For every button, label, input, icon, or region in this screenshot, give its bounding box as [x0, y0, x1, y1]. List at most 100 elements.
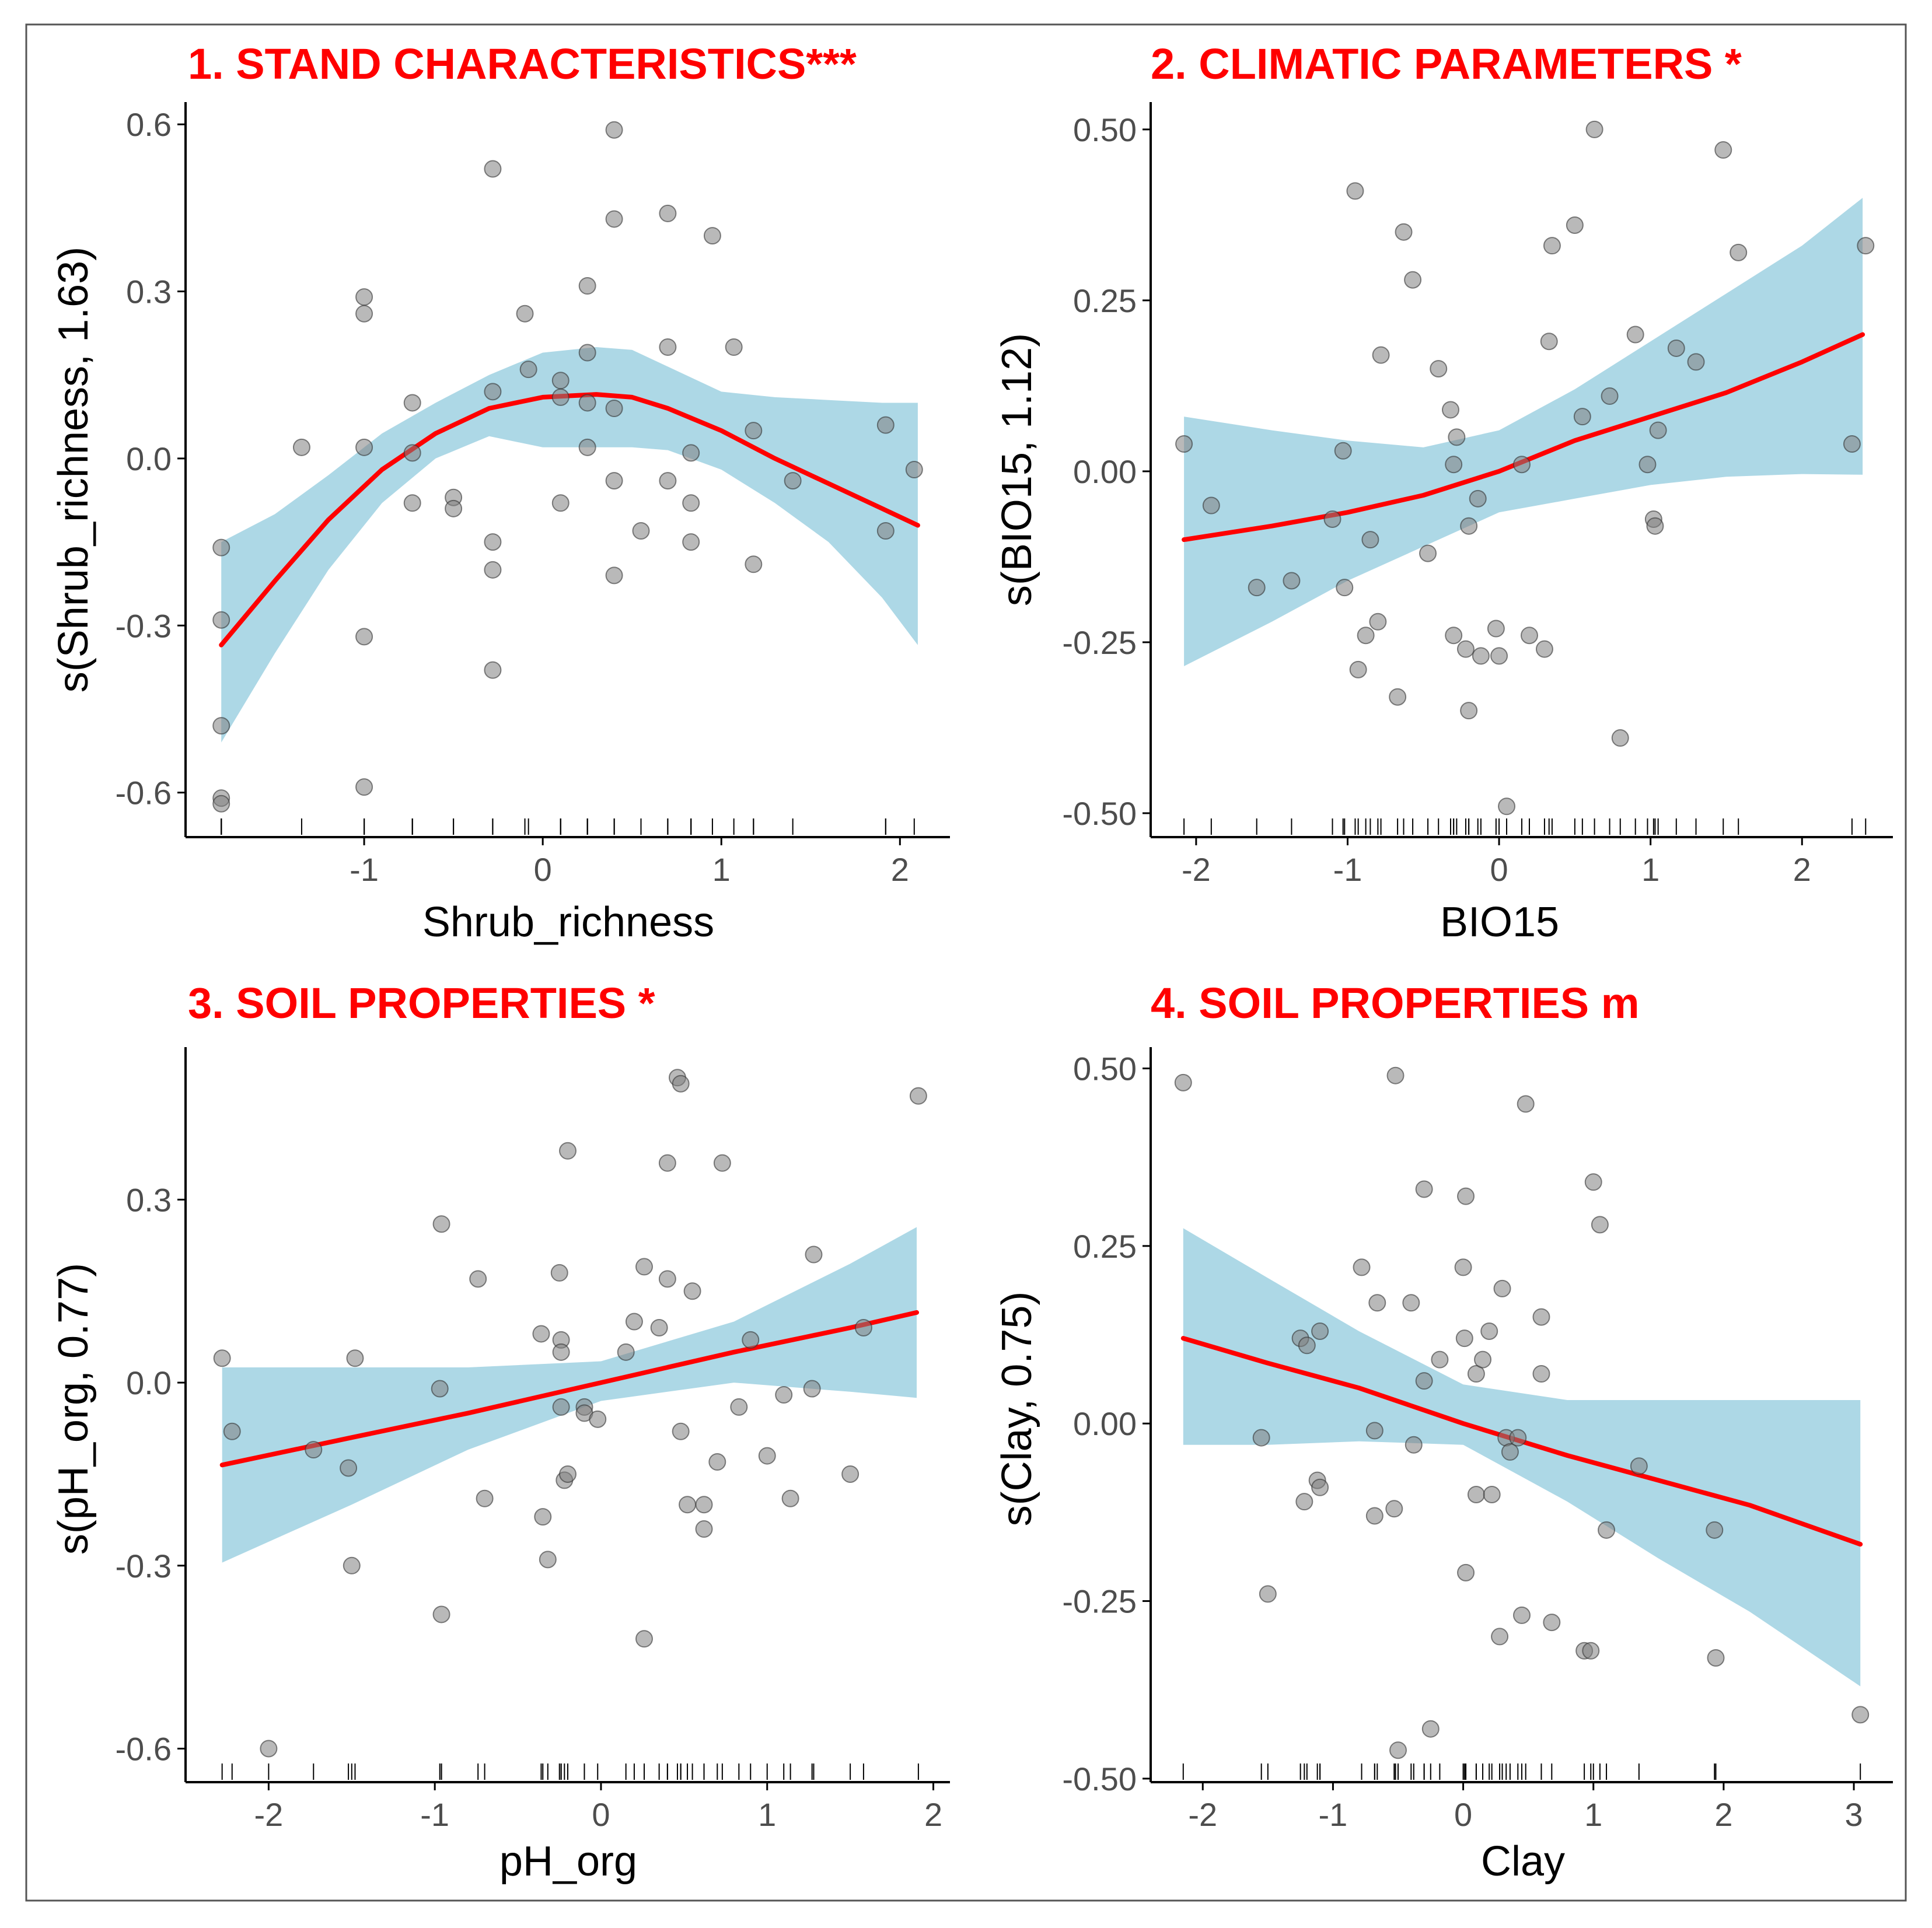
- data-point: [305, 1441, 323, 1459]
- data-point: [758, 1447, 776, 1465]
- data-point: [1421, 1720, 1440, 1738]
- data-point: [632, 522, 650, 540]
- data-point: [708, 1453, 726, 1471]
- data-point: [403, 394, 421, 412]
- y-tick-label: 0.00: [1073, 453, 1137, 490]
- data-point: [1457, 1187, 1475, 1205]
- data-point: [1626, 326, 1644, 344]
- x-tick-label: 2: [891, 851, 909, 888]
- y-tick-label: -0.25: [1062, 1583, 1137, 1620]
- data-point: [212, 538, 230, 557]
- data-point: [578, 394, 596, 412]
- data-point: [1601, 387, 1619, 405]
- data-point: [539, 1551, 557, 1569]
- data-point: [484, 160, 502, 178]
- data-point: [559, 1465, 577, 1483]
- y-tick-label: -0.25: [1062, 624, 1137, 661]
- data-point: [1513, 1606, 1531, 1624]
- data-point: [658, 1154, 676, 1172]
- data-point: [1585, 120, 1603, 138]
- data-point: [355, 778, 373, 796]
- data-point: [605, 121, 623, 139]
- data-point: [605, 566, 623, 585]
- y-tick-label: 0.0: [126, 1364, 172, 1401]
- x-tick-label: 1: [712, 851, 731, 888]
- data-point: [1295, 1493, 1313, 1511]
- data-point: [484, 533, 502, 551]
- data-point: [213, 1349, 231, 1367]
- data-point: [1646, 517, 1664, 535]
- data-point: [484, 561, 502, 579]
- data-point: [1372, 346, 1390, 364]
- y-tick-label: -0.6: [116, 1730, 172, 1767]
- panel-2-title: 2. CLIMATIC PARAMETERS *: [1151, 40, 1742, 88]
- data-point: [1402, 1294, 1420, 1312]
- data-point: [212, 611, 230, 629]
- x-tick-label: 3: [1844, 1796, 1863, 1833]
- data-point: [534, 1508, 552, 1526]
- panel-1-title: 1. STAND CHARACTERISTICS***: [188, 40, 857, 88]
- data-point: [1361, 531, 1379, 549]
- confidence-band: [1183, 1228, 1861, 1686]
- data-point: [1707, 1649, 1725, 1667]
- data-point: [803, 1380, 821, 1398]
- y-tick-label: 0.25: [1073, 282, 1137, 319]
- data-point: [432, 1605, 450, 1623]
- x-tick-label: -2: [1182, 851, 1211, 888]
- data-point: [1175, 435, 1193, 453]
- data-point: [1649, 421, 1667, 439]
- y-tick-label: 0.3: [126, 274, 172, 310]
- data-point: [1509, 1429, 1527, 1447]
- data-point: [730, 1398, 748, 1416]
- data-point: [355, 288, 373, 306]
- data-point: [431, 1380, 449, 1398]
- data-point: [1252, 1429, 1270, 1447]
- y-tick-label: -0.50: [1062, 1761, 1137, 1797]
- data-point: [1365, 1422, 1384, 1440]
- figure-border: [25, 23, 1907, 1902]
- x-tick-label: 2: [924, 1796, 942, 1833]
- y-tick-label: 0.25: [1073, 1228, 1137, 1265]
- data-point: [1334, 442, 1352, 460]
- data-point: [1365, 1507, 1384, 1525]
- data-point: [578, 344, 596, 362]
- y-tick-label: 0.3: [126, 1181, 172, 1218]
- data-point: [725, 338, 743, 356]
- data-point: [484, 661, 502, 679]
- x-tick-label: -2: [254, 1796, 283, 1833]
- y-tick-label: 0.50: [1073, 111, 1137, 148]
- data-point: [1520, 627, 1538, 645]
- data-point: [1353, 1258, 1371, 1276]
- data-point: [1457, 1563, 1475, 1581]
- data-point: [679, 1496, 697, 1514]
- data-point: [1513, 456, 1531, 474]
- x-tick-label: -1: [350, 851, 379, 888]
- x-tick-label: 0: [1454, 1796, 1472, 1833]
- data-point: [1532, 1308, 1550, 1326]
- data-point: [745, 555, 763, 573]
- x-tick-label: -2: [1188, 1796, 1217, 1833]
- data-point: [682, 494, 700, 512]
- data-point: [1456, 640, 1475, 658]
- data-point: [617, 1343, 635, 1361]
- data-point: [1851, 1706, 1870, 1724]
- data-point: [1480, 1322, 1498, 1340]
- data-point: [1174, 1073, 1192, 1091]
- confidence-band: [222, 1227, 917, 1563]
- data-point: [1584, 1173, 1602, 1191]
- data-point: [1311, 1478, 1329, 1496]
- data-point: [1405, 1436, 1423, 1454]
- data-point: [1430, 360, 1448, 378]
- data-point: [1311, 1322, 1329, 1340]
- panel-2-y-axis-label: s(BIO15, 1.12): [994, 333, 1040, 606]
- panel-stand-characteristics: 1. STAND CHARACTERISTICS*** Shrub_richne…: [50, 40, 950, 946]
- fitted-line: [219, 392, 920, 648]
- x-tick-label: 2: [1714, 1796, 1732, 1833]
- panel-1-y-axis-label: s(Shrub_richness, 1.63): [50, 247, 97, 692]
- y-tick-label: -0.3: [116, 1548, 172, 1584]
- data-point: [1389, 1741, 1407, 1759]
- data-point: [552, 1398, 570, 1416]
- data-point: [1598, 1521, 1616, 1539]
- data-point: [1630, 1457, 1648, 1475]
